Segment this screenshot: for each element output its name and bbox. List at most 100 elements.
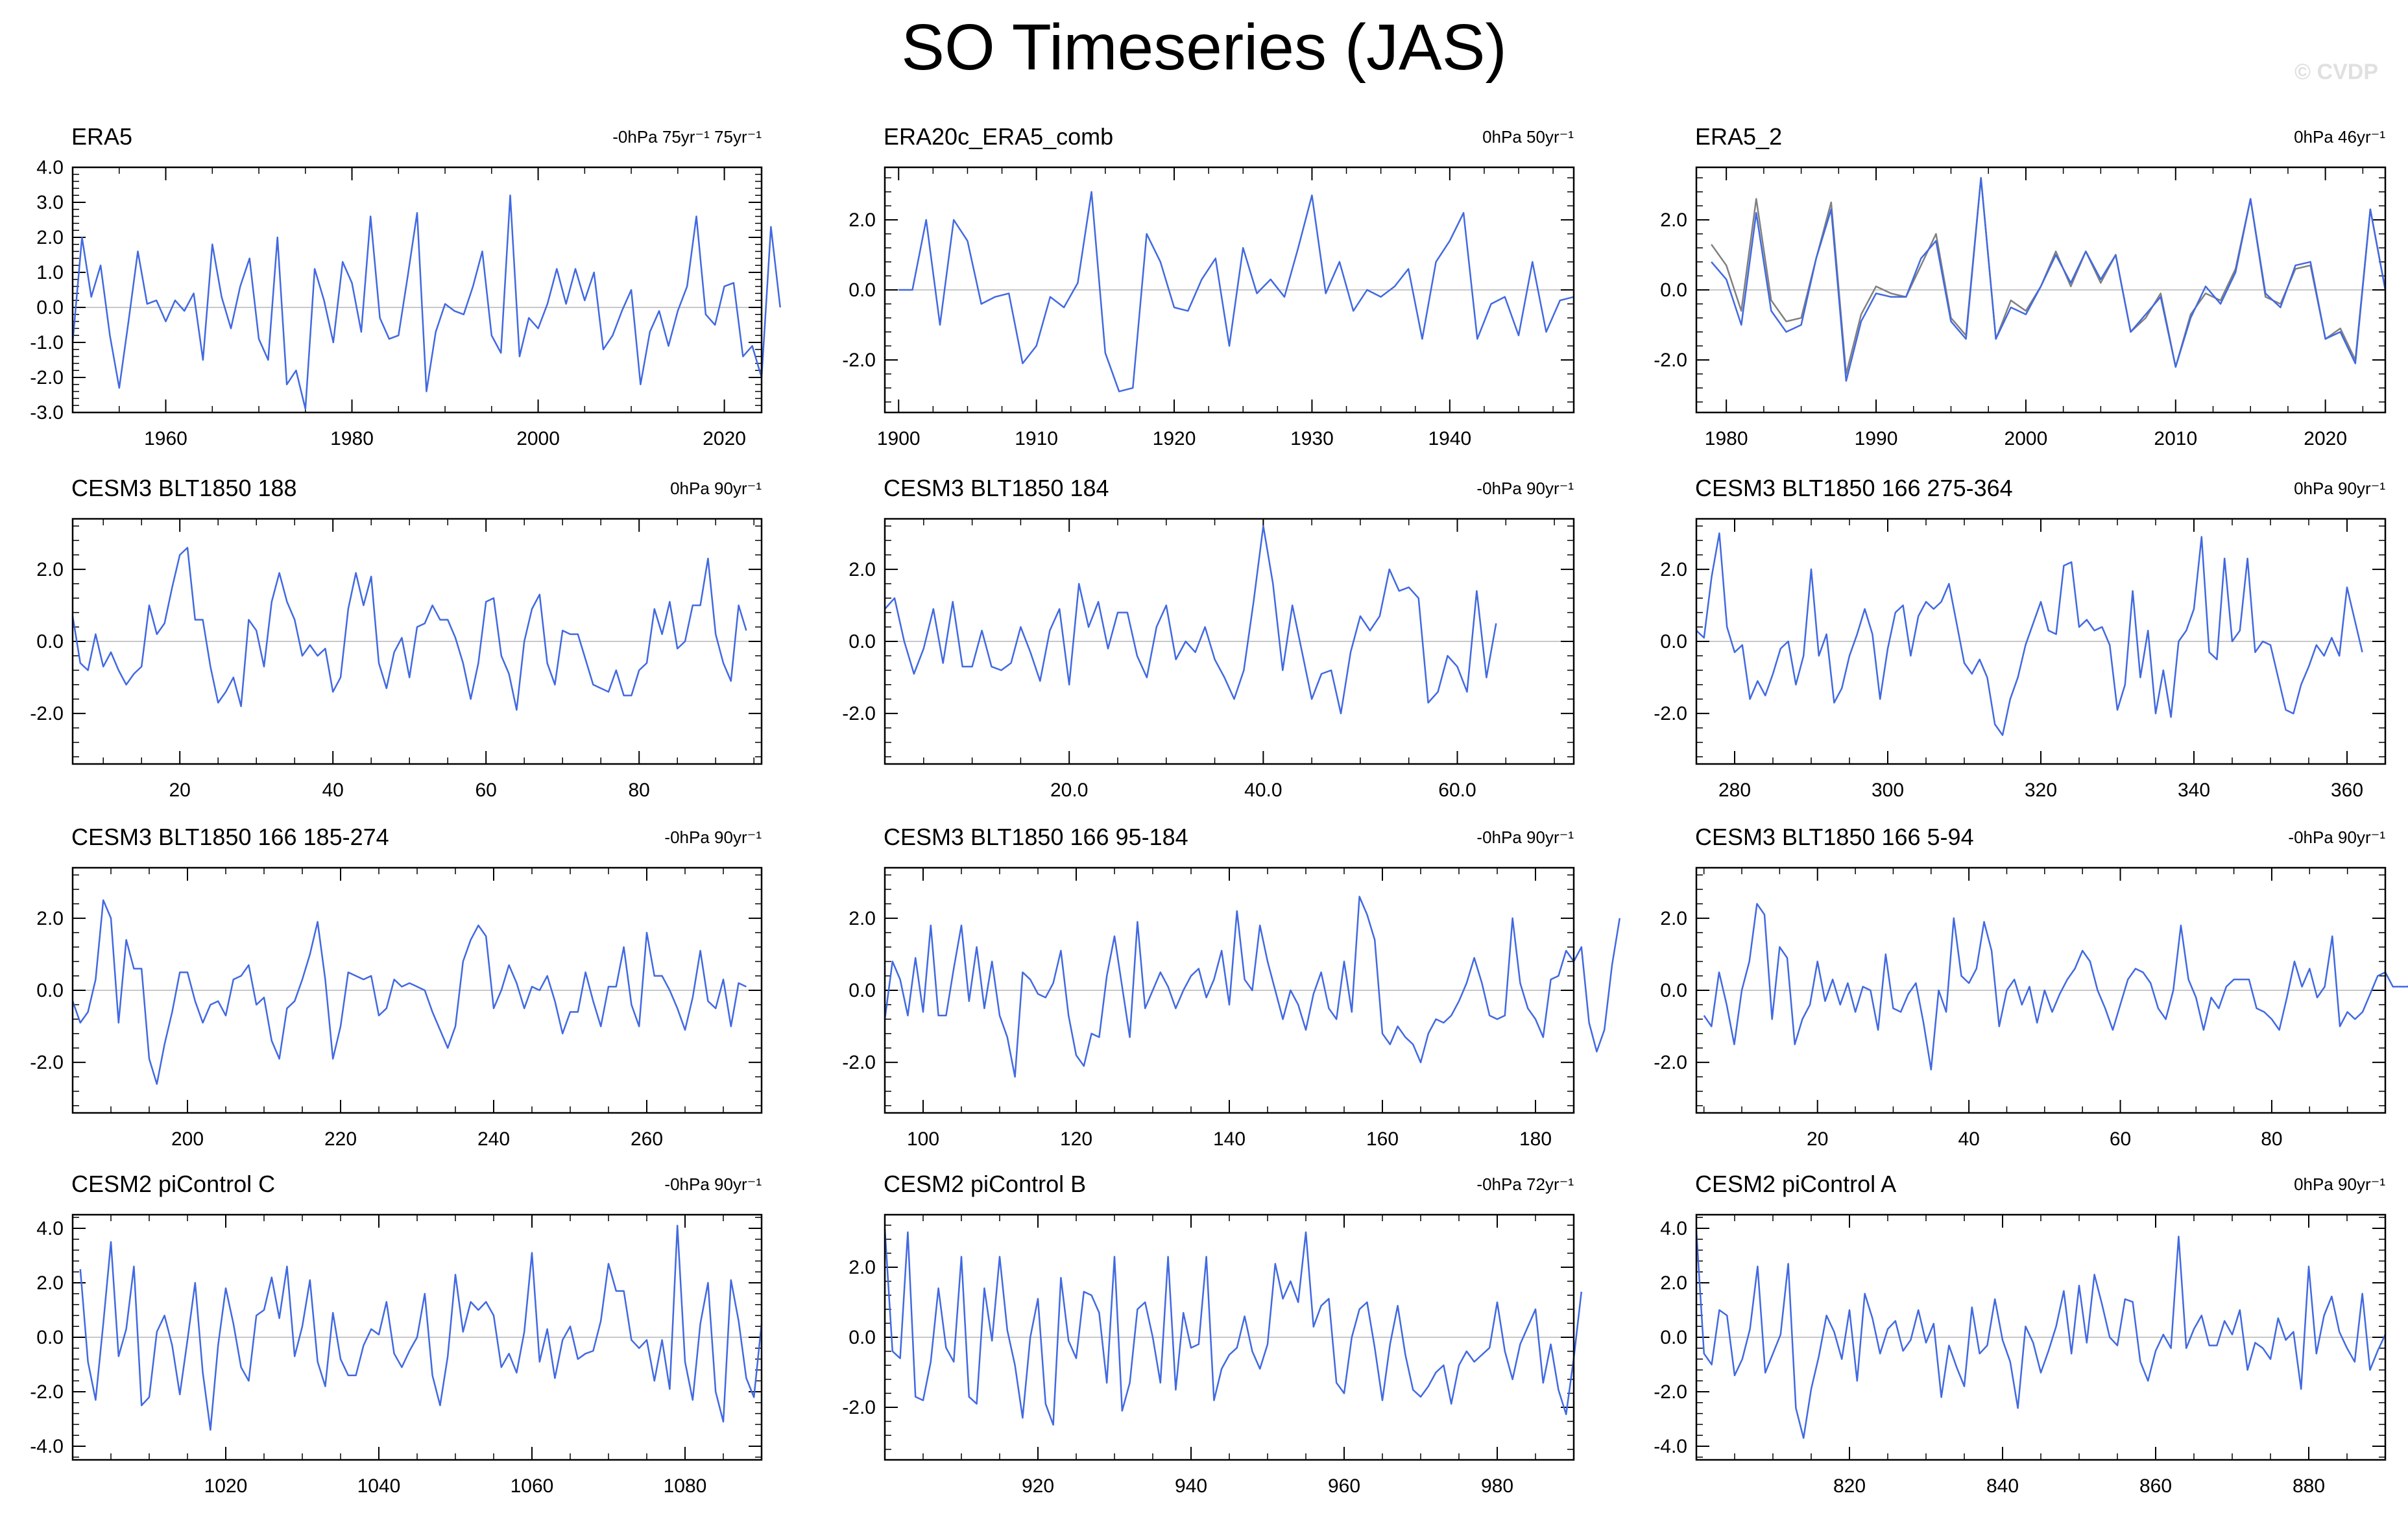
series-line-era20c-era5-comb [898,191,1574,392]
plot-area: -2.0 0.0 2.0 20 40 60 80 [1654,866,2408,1150]
y-tick-label: 4.0 [36,157,64,178]
panel-cesm3-blt1850-184: CESM3 BLT1850 184 -0hPa 90yr⁻¹ -2.0 0.0 2.0 2… [842,475,1575,801]
plot-frame [71,1213,763,1461]
panel-title: CESM3 BLT1850 166 275-364 [1695,475,2013,501]
y-tick-label: -2.0 [1654,703,1687,724]
x-tick-label: 860 [2139,1475,2172,1497]
x-tick-label: 820 [1833,1475,1866,1497]
y-tick-label: 3.0 [36,192,64,213]
y-tick-label: 4.0 [1660,1218,1687,1239]
y-tick-label: -1.0 [30,332,64,353]
x-tick-label: 220 [324,1128,357,1150]
series-line-cesm3-blt1850-166-95-184 [884,896,1621,1078]
x-tick-label: 60.0 [1438,780,1476,801]
panel-title: CESM3 BLT1850 166 5-94 [1695,824,1974,850]
x-tick-label: 1080 [664,1475,707,1497]
y-tick-label: -2.0 [1654,350,1687,371]
panel-cesm3-blt1850-166-5-94: CESM3 BLT1850 166 5-94 -0hPa 90yr⁻¹ -2.0 0.… [1654,824,2408,1150]
x-tick-label: 880 [2293,1475,2325,1497]
panel-title: CESM2 piControl A [1695,1171,1897,1197]
y-tick-label: 4.0 [36,1218,64,1239]
plot-frame [71,866,763,1114]
plot-frame [71,166,763,414]
y-tick-label: 0.0 [849,1327,876,1348]
y-tick-label: 2.0 [36,227,64,248]
y-tick-label: 2.0 [849,1257,876,1278]
x-tick-label: 840 [1986,1475,2019,1497]
y-tick-label: -2.0 [30,1052,64,1073]
panel-title: CESM3 BLT1850 188 [71,475,297,501]
panel-title: CESM2 piControl B [884,1171,1087,1197]
plot-area: -2.0 0.0 2.0 100 120 140 160 180 [842,866,1621,1150]
y-tick-label: 2.0 [36,1272,64,1294]
x-tick-label: 1980 [330,428,374,449]
x-tick-label: 940 [1175,1475,1207,1497]
x-tick-label: 200 [171,1128,204,1150]
cvdp-watermark: © CVDP [2294,60,2378,84]
series-line-cesm3-blt1850-188 [71,547,747,711]
y-tick-label: 0.0 [36,1327,64,1348]
y-tick-label: 2.0 [1660,1272,1687,1294]
plot-area: -2.0 0.0 2.0 1900 1910 1920 1930 1940 [842,166,1575,449]
panel-title: ERA5_2 [1695,123,1783,150]
plot-area: -4.0 -2.0 0.0 2.0 4.0 820 840 860 880 [1654,1213,2387,1497]
x-tick-label: 160 [1366,1128,1399,1150]
series-line-cesm3-blt1850-166-275-364 [1696,532,2363,736]
panel-stats-label: -0hPa 90yr⁻¹ [664,828,762,847]
y-tick-label: -2.0 [30,703,64,724]
plot-frame [884,866,1575,1114]
plot-frame [884,1213,1575,1461]
panel-stats-label: 0hPa 90yr⁻¹ [670,479,762,498]
x-tick-label: 140 [1213,1128,1246,1150]
x-tick-label: 260 [631,1128,663,1150]
panel-era5-2: ERA5_2 0hPa 46yr⁻¹ -2.0 0.0 2.0 1980 1990 2000 2… [1654,123,2387,449]
y-tick-label: -2.0 [842,350,876,371]
plot-frame [1695,166,2387,414]
y-tick-label: 0.0 [849,980,876,1001]
plot-area: -3.0 -2.0 -1.0 0.0 1.0 2.0 3.0 4.0 1960 1980 2000 2… [30,157,781,449]
x-tick-label: 2010 [2154,428,2197,449]
x-tick-label: 100 [907,1128,939,1150]
y-tick-label: 0.0 [1660,980,1687,1001]
y-tick-label: 2.0 [1660,209,1687,231]
y-tick-label: 0.0 [36,297,64,318]
panel-cesm2-picontrol-b: CESM2 piControl B -0hPa 72yr⁻¹ -2.0 0.0 2.0 9… [842,1171,1583,1497]
panel-stats-label: -0hPa 75yr⁻¹ 75yr⁻¹ [612,127,762,147]
panel-cesm3-blt1850-166-95-184: CESM3 BLT1850 166 95-184 -0hPa 90yr⁻¹ -2.0… [842,824,1621,1150]
y-tick-label: -4.0 [1654,1436,1687,1457]
x-tick-label: 360 [2331,780,2363,801]
x-tick-label: 320 [2025,780,2057,801]
y-tick-label: 0.0 [849,631,876,652]
panel-cesm3-blt1850-166-185-274: CESM3 BLT1850 166 185-274 -0hPa 90yr⁻¹ -2.… [30,824,763,1150]
plot-area: -2.0 0.0 2.0 20 40 60 80 [30,518,763,801]
panel-stats-label: 0hPa 46yr⁻¹ [2294,127,2385,147]
x-tick-label: 80 [629,780,650,801]
series-line-cesm2-picontrol-a [1695,1231,2387,1439]
y-tick-label: -2.0 [30,1381,64,1403]
y-tick-label: -2.0 [1654,1052,1687,1073]
y-tick-label: 2.0 [849,209,876,231]
y-tick-label: -2.0 [30,367,64,388]
x-tick-label: 1060 [511,1475,554,1497]
y-tick-label: 0.0 [849,280,876,301]
x-tick-label: 20.0 [1050,780,1088,801]
y-tick-label: 2.0 [1660,559,1687,580]
y-tick-label: 2.0 [1660,908,1687,929]
x-tick-label: 120 [1060,1128,1092,1150]
x-tick-label: 20 [169,780,191,801]
series-line-cesm2-picontrol-c [79,1224,763,1431]
y-tick-label: 0.0 [1660,280,1687,301]
y-tick-label: 2.0 [849,908,876,929]
x-tick-label: 1990 [1855,428,1898,449]
y-tick-label: -2.0 [842,703,876,724]
series-line-era5 [71,194,781,410]
plot-area: -2.0 0.0 2.0 280 300 320 340 360 [1654,518,2387,801]
x-tick-label: 1020 [204,1475,248,1497]
x-tick-label: 1900 [877,428,921,449]
panel-cesm2-picontrol-a: CESM2 piControl A 0hPa 90yr⁻¹ -4.0 -2.0 0.0 2… [1654,1171,2387,1497]
panel-stats-label: -0hPa 90yr⁻¹ [664,1174,762,1194]
x-tick-label: 180 [1519,1128,1552,1150]
x-tick-label: 340 [2178,780,2210,801]
series-line-cesm2-picontrol-b [884,1228,1583,1426]
plot-frame [71,518,763,765]
